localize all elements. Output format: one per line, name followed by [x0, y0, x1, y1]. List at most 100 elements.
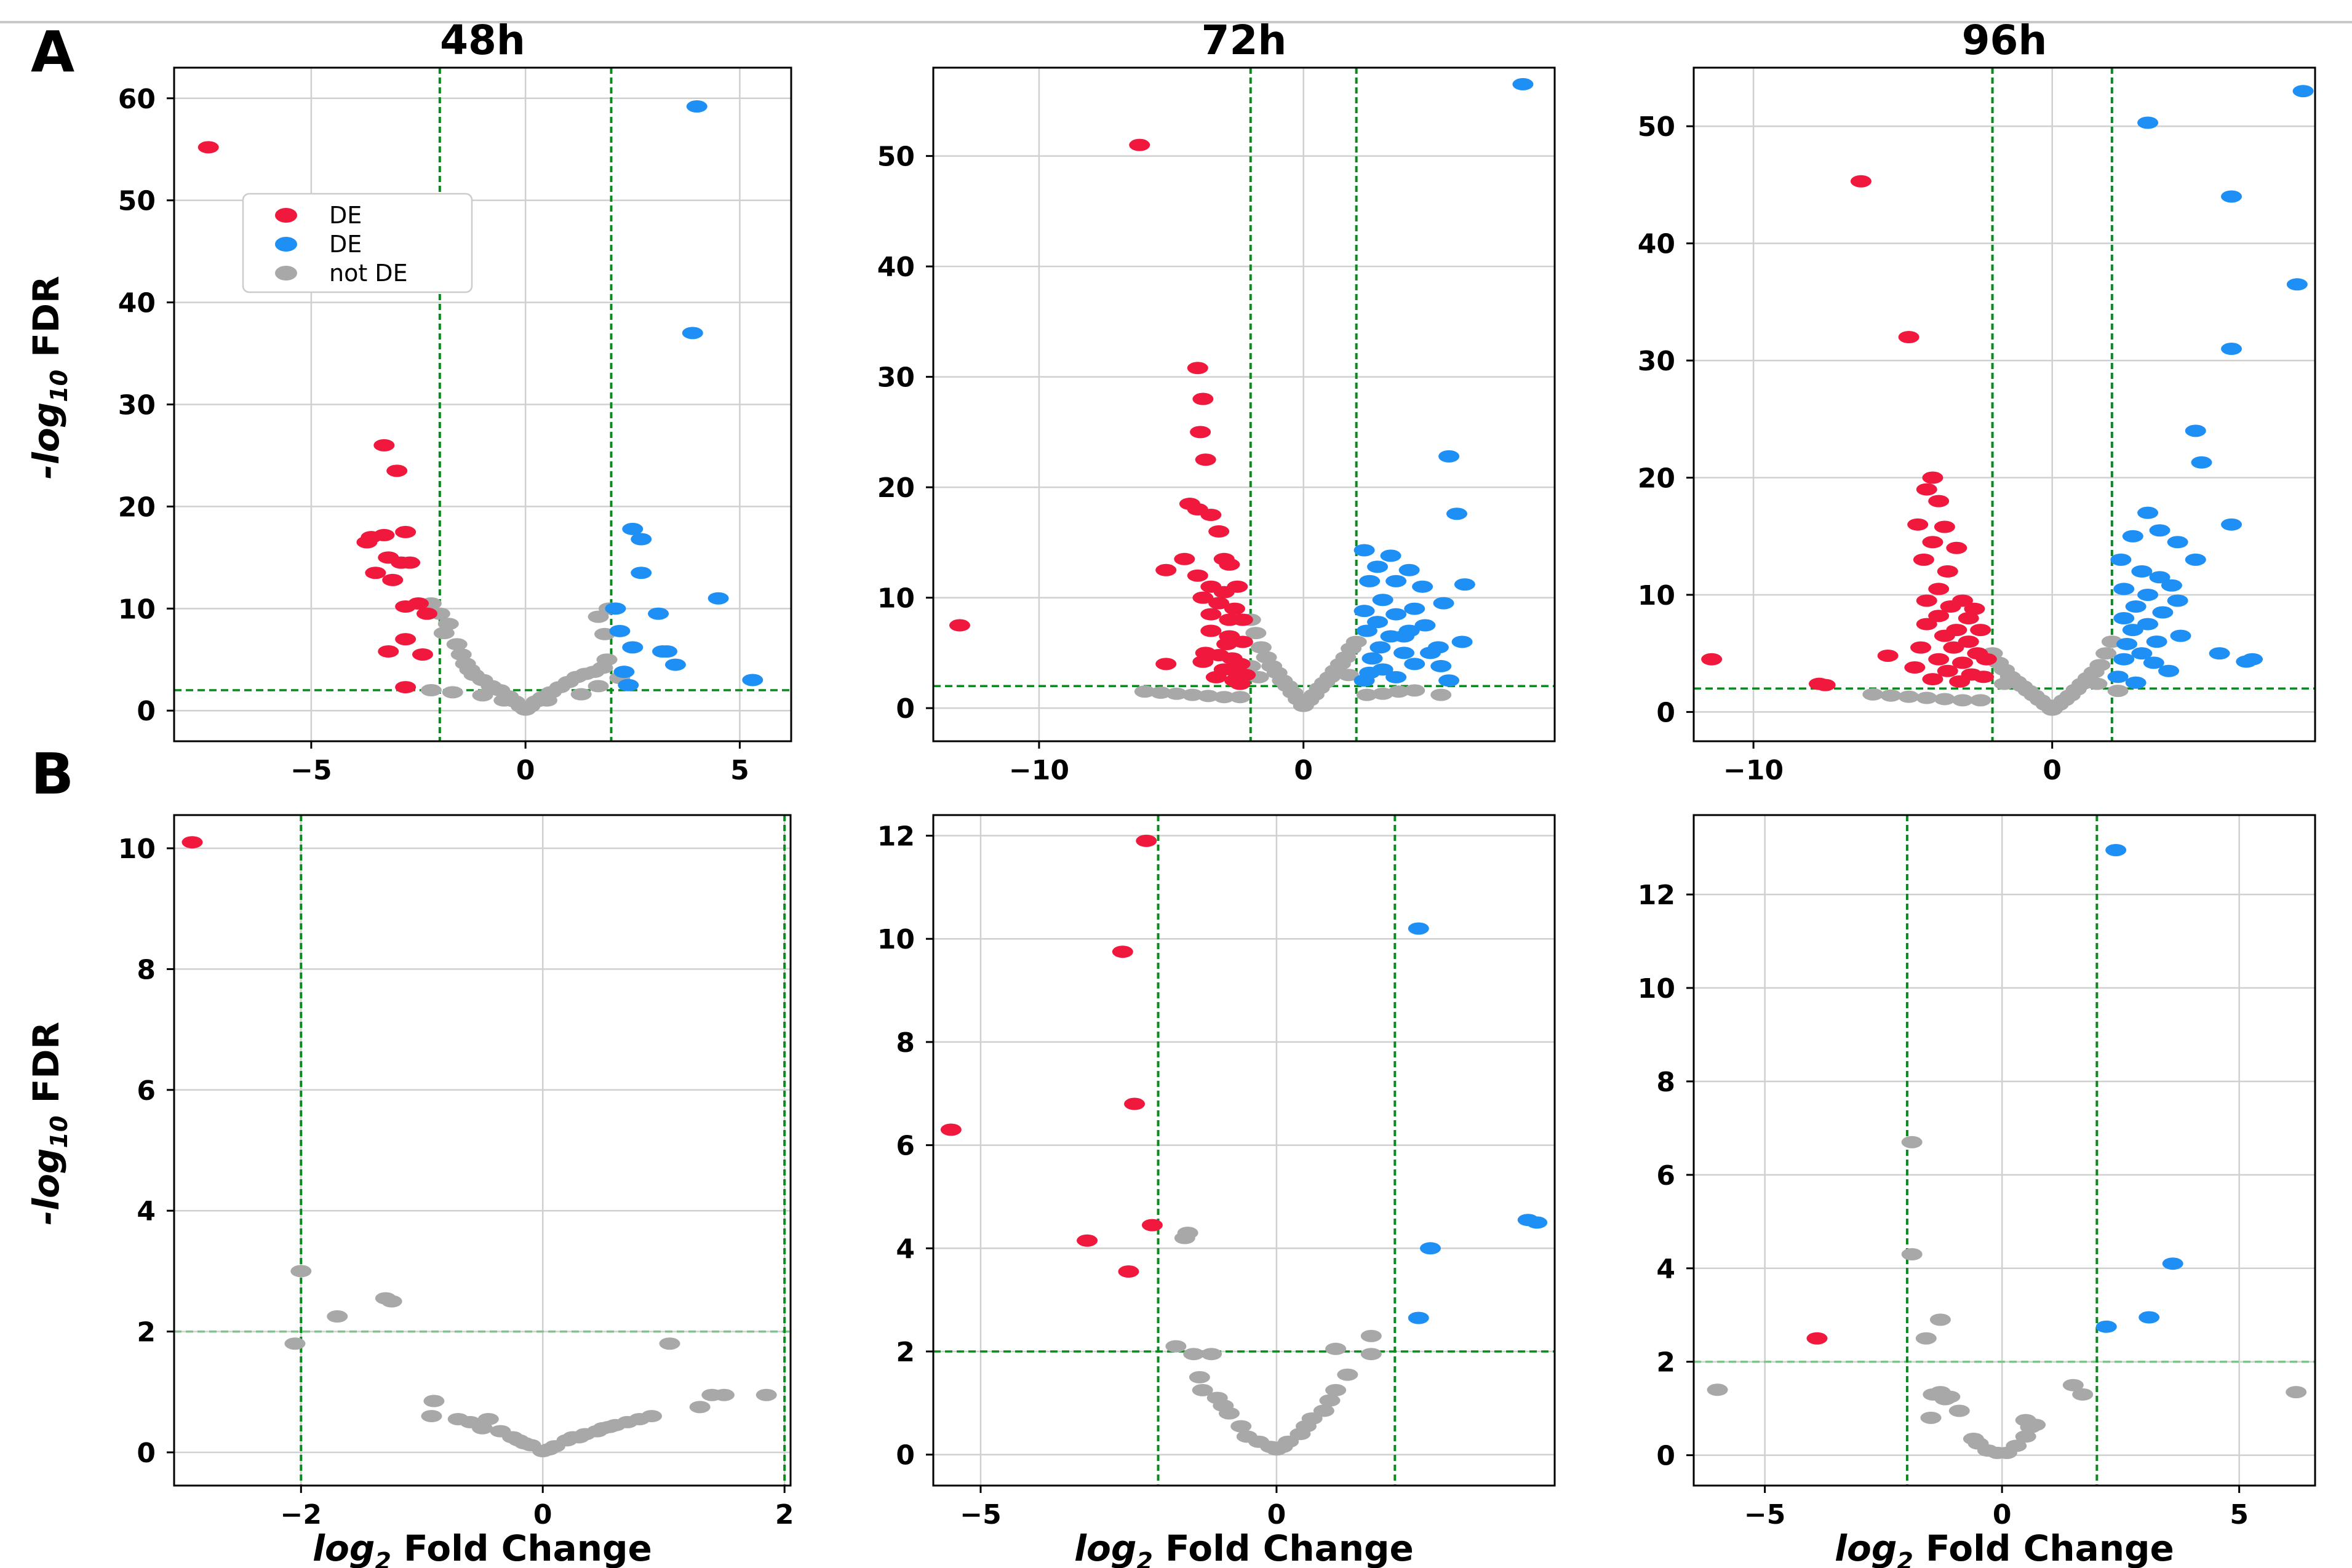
- point-notde: [1360, 1329, 1382, 1342]
- point-down: [1200, 608, 1222, 621]
- point-notde: [1166, 687, 1187, 700]
- point-notde: [588, 610, 609, 623]
- point-down: [1077, 1234, 1098, 1247]
- y-tick-label: 10: [118, 834, 156, 865]
- y-tick-label: 4: [1656, 1254, 1675, 1285]
- y-tick-label: 2: [896, 1337, 915, 1368]
- point-notde: [588, 680, 609, 693]
- point-up: [1359, 575, 1381, 587]
- x-tick-label: −5: [960, 1499, 1001, 1530]
- point-notde: [2006, 1439, 2027, 1452]
- point-notde: [472, 689, 493, 702]
- y-tick-label: 0: [137, 1438, 156, 1469]
- point-notde: [689, 1401, 711, 1414]
- point-down: [1952, 656, 1974, 669]
- point-up: [2162, 1257, 2183, 1270]
- point-up: [2242, 653, 2263, 666]
- point-down: [1958, 612, 1979, 625]
- point-notde: [2015, 1414, 2036, 1427]
- point-notde: [1337, 1368, 1358, 1381]
- point-notde: [446, 638, 468, 651]
- point-notde: [2107, 685, 2129, 698]
- point-up: [622, 522, 644, 535]
- point-down: [1916, 618, 1937, 631]
- point-up: [2107, 671, 2129, 683]
- point-down: [1232, 635, 1253, 648]
- point-up: [2125, 676, 2147, 689]
- point-down: [1850, 175, 1872, 188]
- point-notde: [1372, 687, 1393, 700]
- point-up: [2146, 635, 2167, 648]
- point-notde: [1948, 1404, 1970, 1417]
- point-notde: [2062, 1379, 2084, 1391]
- point-notde: [1952, 694, 1974, 707]
- point-up: [613, 666, 635, 679]
- point-notde: [1245, 627, 1267, 640]
- point-up: [1414, 619, 1436, 632]
- y-tick-label: 6: [896, 1131, 915, 1162]
- point-notde: [1916, 691, 1937, 704]
- x-axis-label: log2 Fold Change: [1835, 1527, 2174, 1568]
- x-tick-label: 0: [516, 755, 535, 786]
- point-notde: [1150, 686, 1171, 699]
- chart-b-48h: −2 0 2 0 2 4 6 8 10 -log10 FDR log2 Fold Change: [25, 814, 794, 1568]
- y-tick-label: 20: [877, 472, 915, 504]
- point-up: [1446, 507, 1467, 520]
- x-tick-label: 5: [2230, 1499, 2249, 1530]
- point-down: [197, 141, 219, 154]
- point-up: [2221, 518, 2242, 531]
- data-points: [197, 100, 763, 716]
- point-down: [1937, 664, 1958, 677]
- point-down: [395, 633, 417, 646]
- y-tick-label: 2: [137, 1317, 156, 1348]
- point-notde: [423, 1395, 445, 1407]
- point-notde: [1707, 1383, 1728, 1396]
- point-down: [1973, 671, 1995, 683]
- point-down: [1916, 483, 1937, 496]
- point-up: [1412, 580, 1433, 593]
- point-up: [2095, 1320, 2117, 1333]
- point-down: [1922, 536, 1943, 549]
- point-down: [1904, 661, 1926, 674]
- y-tick-label: 40: [1638, 229, 1675, 260]
- point-up: [2152, 606, 2174, 619]
- point-down: [940, 1123, 962, 1136]
- point-down: [1943, 641, 1964, 654]
- point-up: [1367, 560, 1389, 573]
- point-down: [1934, 520, 1955, 533]
- x-tick-label: −2: [281, 1499, 322, 1530]
- point-up: [2131, 647, 2153, 660]
- point-notde: [327, 1310, 348, 1323]
- point-up: [2161, 579, 2182, 592]
- point-notde: [1430, 688, 1452, 701]
- y-tick-label: 30: [118, 390, 156, 421]
- point-notde: [1325, 1342, 1347, 1355]
- x-tick-label: −10: [1009, 755, 1069, 786]
- point-down: [1155, 658, 1177, 671]
- point-up: [1361, 652, 1383, 665]
- point-notde: [1313, 1404, 1334, 1417]
- point-notde: [1929, 1313, 1951, 1326]
- chart-title: 48h: [440, 17, 525, 64]
- legend-box: [242, 193, 473, 293]
- plot-frame: [932, 814, 1556, 1487]
- point-notde: [1218, 1407, 1240, 1420]
- point-up: [1433, 597, 1454, 610]
- y-tick-label: 6: [137, 1075, 156, 1107]
- point-down: [365, 567, 386, 579]
- point-notde: [1345, 635, 1367, 648]
- point-down: [1200, 509, 1222, 522]
- point-notde: [493, 694, 515, 707]
- point-up: [2137, 588, 2159, 601]
- x-tick-label: −5: [1744, 1499, 1785, 1530]
- point-up: [1398, 563, 1420, 576]
- point-up: [1353, 605, 1375, 618]
- point-up: [1356, 624, 1377, 637]
- y-tick-label: 30: [1638, 346, 1675, 377]
- y-tick-label: 50: [118, 186, 156, 217]
- point-up: [2292, 85, 2314, 98]
- point-notde: [1862, 688, 1884, 701]
- point-notde: [1325, 1383, 1347, 1396]
